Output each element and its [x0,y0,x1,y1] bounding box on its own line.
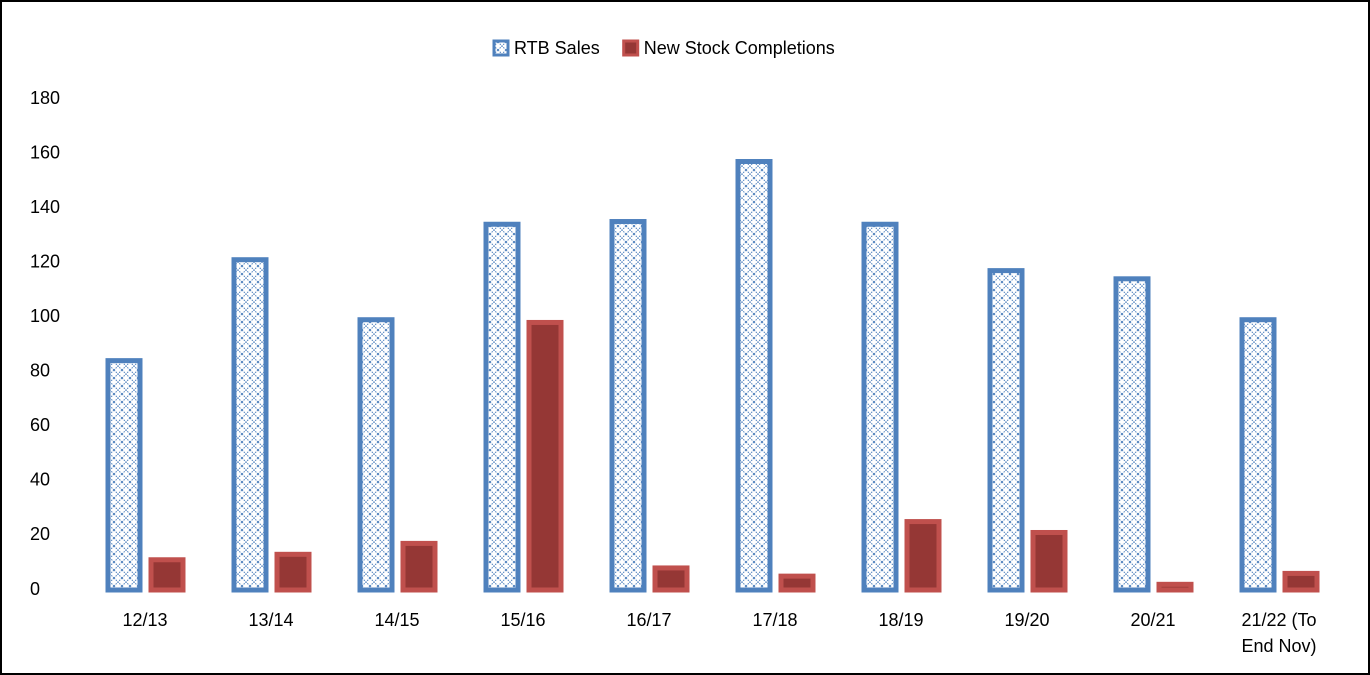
y-tick-label: 180 [30,88,60,108]
x-tick-label: 18/19 [878,610,924,630]
y-tick-label: 20 [30,524,50,544]
x-tick-label: 21/22 (To End Nov) [1241,610,1317,656]
y-tick-label: 60 [30,415,50,435]
y-tick-label: 120 [30,251,60,271]
bar [735,159,773,593]
bar [231,257,269,593]
y-tick-label: 40 [30,470,50,490]
legend-swatch [622,39,640,57]
y-tick-label: 80 [30,361,50,381]
x-tick-label: 15/16 [500,610,546,630]
bar [274,551,312,593]
y-tick-label: 0 [30,579,40,599]
x-tick-label: 20/21 [1130,610,1176,630]
y-tick-label: 140 [30,197,60,217]
x-tick-label: 13/14 [248,610,294,630]
x-tick-label: 14/15 [374,610,420,630]
bar [483,221,521,593]
legend-label: RTB Sales [514,38,600,58]
bar [1156,581,1194,593]
bar [778,573,816,593]
bar [526,319,564,593]
bar [1239,317,1277,593]
legend-label: New Stock Completions [644,38,835,58]
bar [609,219,647,593]
bar [1113,276,1151,593]
bar [105,358,143,593]
bar [652,565,690,593]
bar [357,317,395,593]
bar [400,540,438,593]
bar [148,557,186,593]
y-tick-label: 160 [30,142,60,162]
bar [1282,570,1320,593]
x-tick-label: 12/13 [122,610,168,630]
x-tick-label: 17/18 [752,610,798,630]
x-tick-label: 16/17 [626,610,672,630]
bar [987,268,1025,593]
bar [1030,529,1068,593]
legend-swatch [492,39,510,57]
bar [861,221,899,593]
y-tick-label: 100 [30,306,60,326]
bar [904,519,942,593]
x-tick-label: 19/20 [1004,610,1050,630]
